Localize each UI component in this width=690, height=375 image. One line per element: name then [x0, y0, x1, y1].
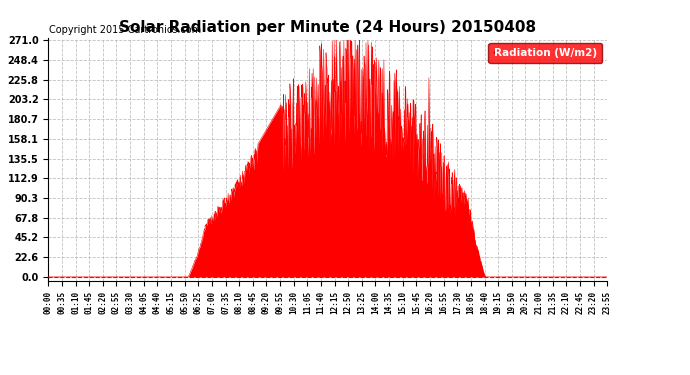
Legend: Radiation (W/m2): Radiation (W/m2) [489, 43, 602, 63]
Text: Copyright 2015 Cartronics.com: Copyright 2015 Cartronics.com [49, 25, 201, 35]
Title: Solar Radiation per Minute (24 Hours) 20150408: Solar Radiation per Minute (24 Hours) 20… [119, 20, 536, 35]
